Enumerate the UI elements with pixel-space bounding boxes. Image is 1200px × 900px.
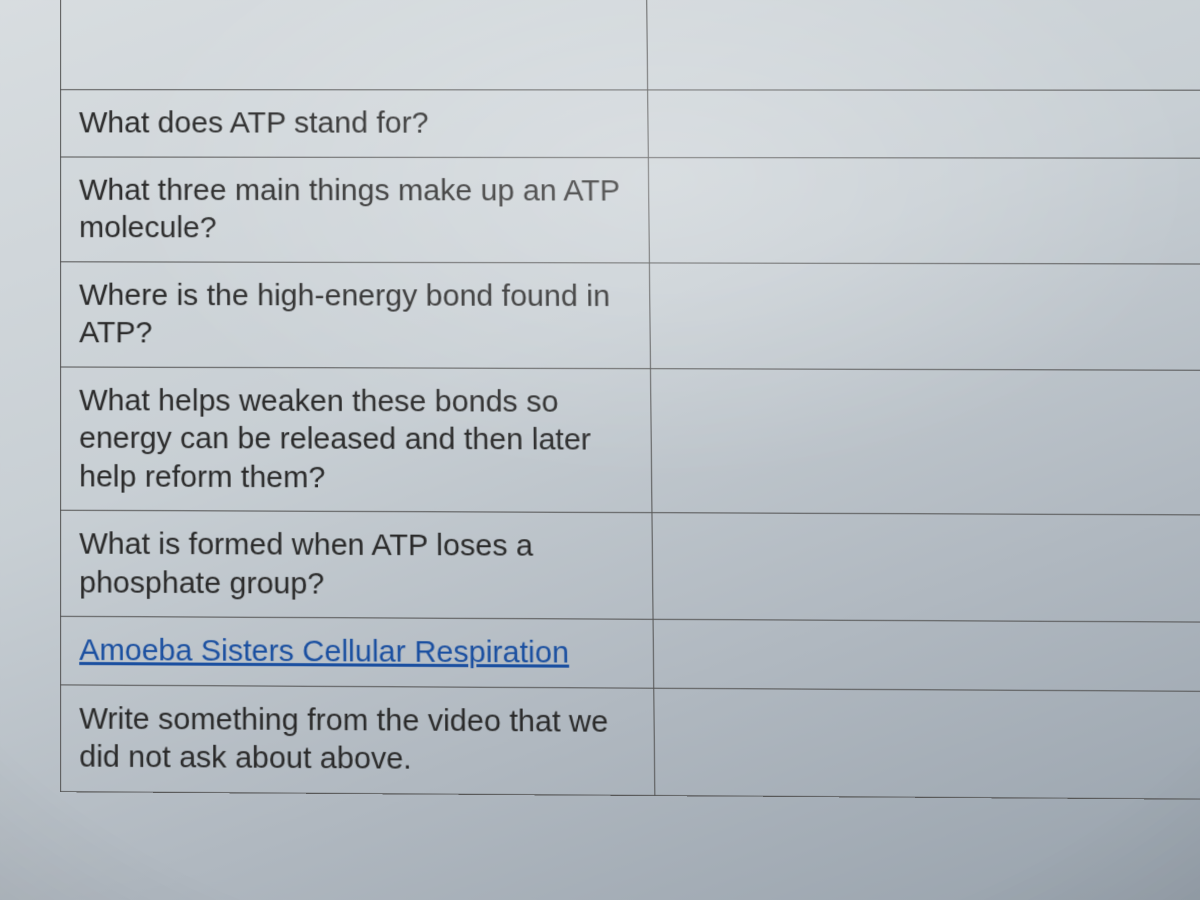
question-cell: What does ATP stand for? — [61, 90, 649, 157]
table-row: What three main things make up an ATP mo… — [61, 156, 1200, 263]
question-cell: Where is the high-energy bond found in A… — [61, 261, 651, 368]
worksheet-sheet: bonds. What does ATP stand for? What thr… — [60, 0, 1200, 800]
table-row: What is formed when ATP loses a phosphat… — [61, 510, 1200, 622]
answer-cell[interactable] — [650, 368, 1200, 515]
question-cell: What helps weaken these bonds so energy … — [61, 366, 652, 512]
answer-cell[interactable] — [648, 157, 1200, 264]
video-link[interactable]: Amoeba Sisters Cellular Respiration — [79, 633, 569, 669]
answer-cell[interactable] — [652, 513, 1200, 623]
table-cell-empty — [60, 0, 647, 90]
table-row: Amoeba Sisters Cellular Respiration — [61, 616, 1200, 691]
table-row: Where is the high-energy bond found in A… — [61, 261, 1200, 370]
answer-cell[interactable] — [653, 619, 1200, 691]
answer-cell[interactable] — [647, 90, 1200, 158]
table-row: What does ATP stand for? — [61, 90, 1200, 158]
question-cell: What three main things make up an ATP mo… — [61, 156, 650, 262]
answer-cell[interactable] — [654, 688, 1200, 799]
table-row: Write something from the video that we d… — [61, 684, 1200, 799]
question-cell: Write something from the video that we d… — [61, 684, 655, 795]
table-row — [60, 0, 1200, 90]
question-cell: Amoeba Sisters Cellular Respiration — [61, 616, 654, 687]
answer-cell[interactable] — [649, 262, 1200, 370]
table-cell-empty — [646, 0, 1200, 90]
worksheet-table: What does ATP stand for? What three main… — [60, 0, 1200, 800]
table-row: What helps weaken these bonds so energy … — [61, 366, 1200, 515]
question-cell: What is formed when ATP loses a phosphat… — [61, 510, 653, 619]
